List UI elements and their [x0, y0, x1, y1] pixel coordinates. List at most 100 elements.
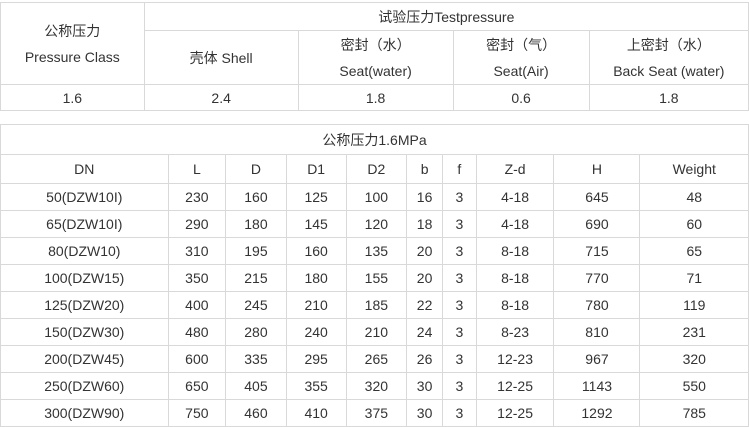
column-header: Z-d — [475, 154, 555, 184]
table-cell: 80(DZW10) — [0, 237, 169, 265]
seat-water-zh: 密封（水） — [340, 36, 411, 53]
dimensions-table-body: 50(DZW10I) 230 160 125 100 16 3 4-18 645 48 65(DZW… — [0, 183, 749, 427]
table-cell: 3 — [442, 183, 477, 211]
seat-water-value: 1.8 — [297, 84, 454, 111]
table-cell: 100(DZW15) — [0, 264, 169, 292]
table-row: 125(DZW20) 400 245 210 185 22 3 8-18 780 119 — [0, 291, 749, 319]
pressure-test-table: 公称压力 Pressure Class 试验压力Testpressure 壳体 … — [0, 2, 749, 111]
table-cell: 125(DZW20) — [0, 291, 169, 319]
table-cell: 200(DZW45) — [0, 345, 169, 373]
table-cell: 400 — [167, 291, 227, 319]
table-cell: 215 — [225, 264, 287, 292]
table-cell: 410 — [285, 399, 347, 427]
table-cell: 320 — [345, 372, 408, 400]
table-cell: 3 — [442, 264, 477, 292]
table-cell: 280 — [225, 318, 287, 346]
dimensions-table: 公称压力1.6MPa DN L D D1 D2 b f Z-d H Weight 50(DZW10… — [0, 124, 749, 427]
table-cell: 310 — [167, 237, 227, 265]
table-row: 80(DZW10) 310 195 160 135 20 3 8-18 715 65 — [0, 237, 749, 265]
table-cell: 8-18 — [475, 264, 555, 292]
table-cell: 770 — [553, 264, 641, 292]
table-cell: 8-18 — [475, 237, 555, 265]
table-cell: 690 — [553, 210, 641, 238]
column-header: D2 — [345, 154, 408, 184]
table-cell: 180 — [285, 264, 347, 292]
table-cell: 240 — [285, 318, 347, 346]
table-cell: 125 — [285, 183, 347, 211]
test-pressure-header-cell: 试验压力Testpressure — [143, 2, 749, 31]
table-cell: 715 — [553, 237, 641, 265]
column-header: H — [553, 154, 641, 184]
table-cell: 160 — [285, 237, 347, 265]
table-cell: 210 — [285, 291, 347, 319]
column-header: D1 — [285, 154, 347, 184]
dimensions-table-title: 公称压力1.6MPa — [0, 124, 749, 155]
table-cell: 135 — [345, 237, 408, 265]
shell-header-cell: 壳体 Shell — [143, 30, 299, 85]
column-header: b — [406, 154, 444, 184]
table-cell: 100 — [345, 183, 408, 211]
table-row: 100(DZW15) 350 215 180 155 20 3 8-18 770 71 — [0, 264, 749, 292]
table-cell: 195 — [225, 237, 287, 265]
table-cell: 295 — [285, 345, 347, 373]
table-cell: 405 — [225, 372, 287, 400]
table-cell: 120 — [345, 210, 408, 238]
table-cell: 3 — [442, 237, 477, 265]
table-cell: 810 — [553, 318, 641, 346]
table-cell: 3 — [442, 399, 477, 427]
table-cell: 350 — [167, 264, 227, 292]
table-cell: 4-18 — [475, 183, 555, 211]
table-cell: 320 — [639, 345, 749, 373]
table-cell: 375 — [345, 399, 408, 427]
table-cell: 750 — [167, 399, 227, 427]
table-cell: 145 — [285, 210, 347, 238]
table-cell: 780 — [553, 291, 641, 319]
table-row: 200(DZW45) 600 335 295 265 26 3 12-23 967 320 — [0, 345, 749, 373]
table-cell: 785 — [639, 399, 749, 427]
table-row: 250(DZW60) 650 405 355 320 30 3 12-25 1143 550 — [0, 372, 749, 400]
seat-air-header-cell: 密封（气） Seat(Air) — [452, 30, 590, 85]
table-cell: 12-25 — [475, 372, 555, 400]
table-cell: 245 — [225, 291, 287, 319]
back-seat-en: Back Seat (water) — [613, 62, 725, 79]
table-cell: 160 — [225, 183, 287, 211]
table-row: 50(DZW10I) 230 160 125 100 16 3 4-18 645 48 — [0, 183, 749, 211]
test-pressure-header-row: 公称压力 Pressure Class 试验压力Testpressure — [0, 2, 749, 85]
table-cell: 250(DZW60) — [0, 372, 169, 400]
table-cell: 20 — [406, 237, 444, 265]
dimensions-title-row: 公称压力1.6MPa — [0, 124, 749, 155]
table-row: 65(DZW10I) 290 180 145 120 18 3 4-18 690 60 — [0, 210, 749, 238]
table-cell: 230 — [167, 183, 227, 211]
table-cell: 550 — [639, 372, 749, 400]
table-cell: 335 — [225, 345, 287, 373]
table-gap — [0, 111, 749, 124]
shell-value: 2.4 — [143, 84, 299, 111]
pressure-values-row: 1.6 2.4 1.8 0.6 1.8 — [0, 84, 749, 111]
column-header: DN — [0, 154, 169, 184]
table-cell: 30 — [406, 399, 444, 427]
table-cell: 480 — [167, 318, 227, 346]
pressure-class-zh: 公称压力 — [44, 22, 101, 39]
pressure-class-en: Pressure Class — [24, 48, 120, 65]
pressure-class-header-cell: 公称压力 Pressure Class — [0, 2, 145, 85]
table-cell: 185 — [345, 291, 408, 319]
table-cell: 355 — [285, 372, 347, 400]
table-cell: 12-23 — [475, 345, 555, 373]
table-cell: 22 — [406, 291, 444, 319]
table-cell: 460 — [225, 399, 287, 427]
table-row: 150(DZW30) 480 280 240 210 24 3 8-23 810 231 — [0, 318, 749, 346]
back-seat-value: 1.8 — [588, 84, 749, 111]
table-cell: 18 — [406, 210, 444, 238]
table-cell: 3 — [442, 318, 477, 346]
table-cell: 16 — [406, 183, 444, 211]
table-cell: 4-18 — [475, 210, 555, 238]
table-cell: 71 — [639, 264, 749, 292]
table-cell: 1292 — [553, 399, 641, 427]
table-cell: 3 — [442, 372, 477, 400]
table-cell: 8-18 — [475, 291, 555, 319]
table-cell: 65 — [639, 237, 749, 265]
table-cell: 1143 — [553, 372, 641, 400]
table-cell: 26 — [406, 345, 444, 373]
back-seat-header-cell: 上密封（水） Back Seat (water) — [588, 30, 749, 85]
table-cell: 150(DZW30) — [0, 318, 169, 346]
